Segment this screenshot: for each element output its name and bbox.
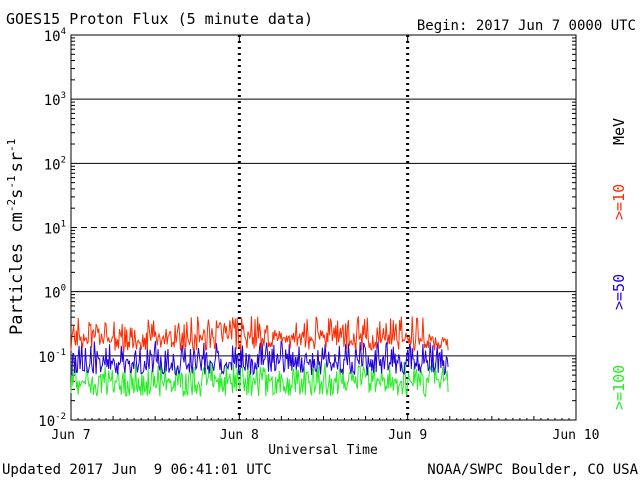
y-label-sup-3: -1 bbox=[5, 139, 18, 152]
y-tick-labels: 10-2 10-1 100 101 102 103 104 bbox=[38, 27, 66, 430]
y-tick-label-5: 103 bbox=[44, 91, 66, 109]
series-layer bbox=[70, 316, 449, 398]
legend-ge100: >=100 bbox=[610, 365, 628, 410]
x-axis-label: Universal Time bbox=[268, 443, 378, 458]
unit-label: MeV bbox=[610, 118, 628, 145]
series-line-2 bbox=[70, 360, 449, 398]
begin-label: Begin: 2017 Jun 7 0000 UTC bbox=[417, 18, 636, 34]
y-tick-label-6: 104 bbox=[44, 27, 66, 45]
plot-area bbox=[70, 34, 577, 421]
series-line-1 bbox=[70, 340, 449, 376]
x-tick-label-2: Jun 9 bbox=[388, 428, 427, 443]
y-tick-label-2: 100 bbox=[44, 284, 66, 302]
y-label-main: Particles cm bbox=[7, 212, 27, 335]
y-label-sup-1: -2 bbox=[5, 199, 18, 212]
y-label-sr: sr bbox=[7, 152, 27, 172]
grid-layer bbox=[70, 35, 577, 420]
y-tick-label-1: 10-1 bbox=[38, 348, 66, 366]
updated-timestamp: Updated 2017 Jun 9 06:41:01 UTC bbox=[2, 462, 272, 478]
y-axis-label: Particles cm-2s-1sr-1 bbox=[5, 139, 27, 335]
legend-ge50: >=50 bbox=[610, 274, 628, 310]
y-tick-label-4: 102 bbox=[44, 155, 66, 173]
y-tick-label-3: 101 bbox=[44, 220, 66, 238]
x-tick-label-3: Jun 10 bbox=[553, 428, 600, 443]
x-tick-label-1: Jun 8 bbox=[220, 428, 259, 443]
y-label-s: s bbox=[7, 189, 27, 199]
series-line-0 bbox=[70, 316, 449, 353]
y-label-sup-2: -1 bbox=[5, 175, 18, 188]
y-tick-label-0: 10-2 bbox=[38, 412, 66, 430]
chart-title: GOES15 Proton Flux (5 minute data) bbox=[6, 10, 313, 28]
source-credit: NOAA/SWPC Boulder, CO USA bbox=[427, 462, 638, 478]
legend-ge10: >=10 bbox=[610, 184, 628, 220]
x-tick-labels: Jun 7 Jun 8 Jun 9 Jun 10 bbox=[51, 428, 599, 443]
x-tick-label-0: Jun 7 bbox=[51, 428, 90, 443]
